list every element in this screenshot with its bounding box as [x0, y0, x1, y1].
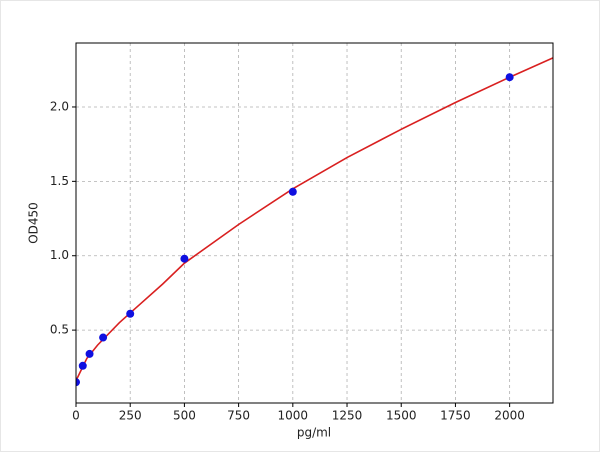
y-axis-label: OD450	[27, 202, 41, 244]
fit-curve	[76, 57, 553, 382]
x-axis-label: pg/ml	[297, 426, 331, 440]
data-point	[76, 378, 80, 387]
plot-frame	[75, 42, 554, 404]
data-point	[505, 73, 514, 82]
x-tick-label: 1000	[278, 409, 309, 423]
y-tick-label: 1.0	[50, 248, 69, 262]
x-tick-label: 2000	[494, 409, 525, 423]
data-point	[180, 254, 189, 263]
x-tick-label: 250	[119, 409, 142, 423]
data-point	[85, 349, 94, 358]
data-point	[288, 187, 297, 196]
x-tick-label: 750	[227, 409, 250, 423]
data-point	[126, 309, 135, 318]
y-tick-label: 1.5	[50, 174, 69, 188]
x-tick-label: 1500	[386, 409, 417, 423]
y-tick-label: 0.5	[50, 323, 69, 337]
x-tick-label: 0	[72, 409, 80, 423]
data-point	[99, 333, 108, 342]
x-tick-label: 1750	[440, 409, 471, 423]
data-point	[78, 361, 87, 370]
x-tick-label: 500	[173, 409, 196, 423]
y-tick-label: 2.0	[50, 99, 69, 113]
x-tick-label: 1250	[332, 409, 363, 423]
